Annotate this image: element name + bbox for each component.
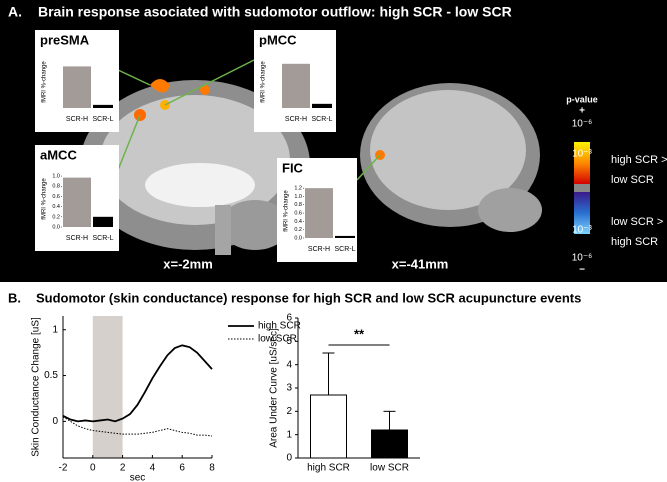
annotation: ** [354, 326, 365, 341]
x-tick-label: 4 [150, 463, 156, 474]
colorbar-note: low SCR [611, 174, 654, 186]
y-tick-label: 0 [286, 453, 292, 464]
x-tick-label: low SCR [370, 463, 409, 474]
bar [305, 188, 333, 238]
colorbar-note: low SCR > [611, 216, 663, 228]
x-tick-label: SCR-L [92, 116, 113, 123]
series-line [62, 344, 213, 423]
brain-left [80, 59, 310, 255]
y-tick-label: 1.0 [294, 194, 302, 200]
y-tick-label: 2 [286, 406, 292, 417]
y-tick-label: 0.2 [52, 214, 60, 220]
colorbar-minus: − [579, 265, 585, 276]
y-tick-label: 0.8 [294, 202, 302, 208]
bar [63, 66, 91, 108]
x-tick-label: high SCR [307, 463, 350, 474]
y-tick-label: 0.0 [294, 235, 302, 241]
x-tick-label: 0 [90, 463, 96, 474]
y-axis-label: Skin Conductance Change [uS] [31, 317, 42, 457]
y-axis-label: fMRI %-change [42, 61, 48, 103]
y-tick-label: 1.0 [52, 174, 60, 180]
y-axis-label: Area Under Curve [uS/sec] [269, 328, 280, 448]
x-tick-label: SCR-H [285, 116, 307, 123]
x-tick-label: 6 [179, 463, 185, 474]
colorbar-note: high SCR > [611, 154, 667, 166]
view-label: x=-41mm [392, 256, 449, 271]
y-tick-label: 0.0 [52, 224, 60, 230]
y-axis-label: fMRI %-change [42, 178, 48, 220]
legend-label: low SCR [258, 334, 297, 345]
y-tick-label: 1.2 [294, 186, 302, 192]
y-tick-label: 1 [52, 324, 58, 335]
bar [310, 394, 347, 459]
colorbar-tick-label: 10⁻³ [572, 149, 592, 160]
bar [312, 103, 332, 108]
brain-right [356, 83, 542, 232]
legend-label: high SCR [258, 321, 301, 332]
y-tick-label: 0.8 [52, 184, 60, 190]
bar [93, 216, 113, 227]
colorbar-plus: + [579, 106, 585, 117]
y-tick-label: 0.6 [52, 194, 60, 200]
y-tick-label: 1 [286, 429, 292, 440]
series-line [62, 416, 213, 437]
y-axis-label: fMRI %-change [284, 190, 290, 232]
shaded-region [92, 316, 123, 458]
colorbar-tick-label: 10⁻⁶ [572, 253, 593, 264]
x-tick-label: SCR-H [66, 235, 88, 242]
panel-title: Brain response asociated with sudomotor … [38, 4, 512, 20]
x-tick-label: SCR-H [66, 116, 88, 123]
bar [371, 429, 408, 459]
inset-title: pMCC [259, 32, 297, 47]
x-tick-label: SCR-L [334, 246, 355, 253]
y-tick-label: 5 [286, 336, 292, 347]
y-tick-label: 4 [286, 359, 292, 370]
x-tick-label: SCR-L [92, 235, 113, 242]
y-tick-label: 0.5 [44, 370, 58, 381]
panel-label: A. [8, 4, 22, 20]
y-tick-label: 0.6 [294, 211, 302, 217]
y-tick-label: 0.4 [52, 204, 60, 210]
y-tick-label: 0.4 [294, 219, 302, 225]
x-tick-label: SCR-L [311, 116, 332, 123]
view-label: x=-2mm [163, 256, 213, 271]
inset-title: preSMA [40, 32, 90, 47]
colorbar [574, 142, 590, 234]
x-tick-label: 2 [120, 463, 126, 474]
y-tick-label: 6 [286, 313, 292, 324]
x-tick-label: 8 [209, 463, 215, 474]
bar [282, 63, 310, 108]
y-tick-label: 0.2 [294, 227, 302, 233]
y-axis-label: fMRI %-change [261, 61, 267, 103]
colorbar-tick-label: 10⁻⁶ [572, 119, 593, 130]
x-axis-label: sec [130, 473, 146, 482]
bar [63, 177, 91, 227]
inset-title: FIC [282, 160, 304, 175]
y-tick-label: 0 [52, 416, 58, 427]
panel-title: Sudomotor (skin conductance) response fo… [36, 290, 581, 305]
colorbar-tick-label: 10⁻³ [572, 225, 592, 236]
inset-title: aMCC [40, 147, 77, 162]
colorbar-note: high SCR [611, 236, 658, 248]
x-tick-label: -2 [59, 463, 68, 474]
panel-label: B. [8, 290, 21, 305]
bar [335, 235, 355, 238]
colorbar-title: p-value [566, 94, 598, 104]
bar [93, 104, 113, 108]
x-tick-label: SCR-H [308, 246, 330, 253]
y-tick-label: 3 [286, 383, 292, 394]
